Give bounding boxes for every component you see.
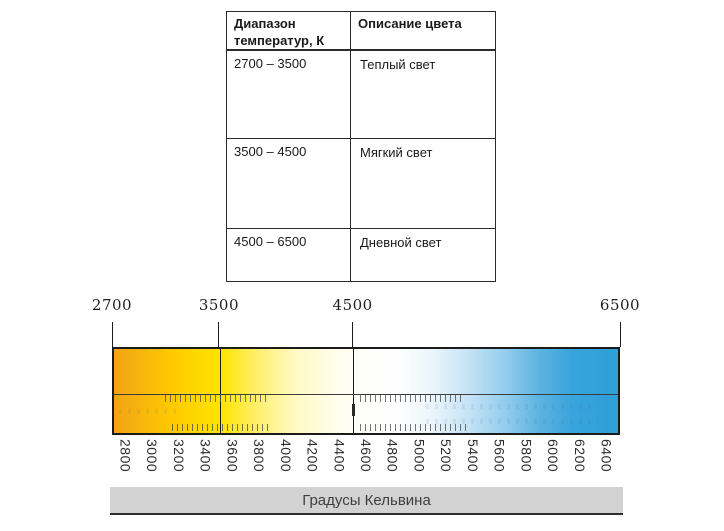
- axis-marker-tick-line: [352, 322, 354, 347]
- tick-marks: [359, 424, 466, 431]
- axis-tick-label: 5400: [464, 439, 481, 473]
- header-cell-temperature-range: Диапазон температур, К: [227, 12, 351, 49]
- color-description-cell: Мягкий свет: [360, 145, 433, 160]
- axis-tick-label: 3400: [197, 439, 214, 473]
- axis-tick-label: 5000: [411, 439, 428, 473]
- axis-marker-label: 3500: [198, 296, 240, 314]
- table-body: 2700 – 3500 Теплый свет 3500 – 4500 Мягк…: [227, 51, 495, 281]
- axis-marker-tick-line: [218, 322, 220, 347]
- axis-tick-label: 4000: [277, 439, 294, 473]
- axis-tick-label: 3600: [224, 439, 241, 473]
- axis-tick-label: 3000: [144, 439, 161, 473]
- color-description-cell: Дневной свет: [360, 235, 442, 250]
- temperature-range-cell: 2700 – 3500: [227, 51, 351, 138]
- faint-marks: [426, 419, 598, 424]
- axis-tick-label: 5800: [518, 439, 535, 473]
- axis-marker-label: 6500: [599, 296, 641, 314]
- tick-marks: [359, 395, 464, 402]
- axis-tick-label: 6000: [545, 439, 562, 473]
- guide-line: [220, 349, 222, 433]
- color-temperature-table: Диапазон температур, К Описание цвета 27…: [226, 11, 496, 282]
- axis-tick-label: 4200: [304, 439, 321, 473]
- kelvin-caption: Градусы Кельвина: [302, 491, 431, 509]
- axis-marker-label: 2700: [91, 296, 133, 314]
- temperature-range-cell: 4500 – 6500: [227, 229, 351, 281]
- axis-tick-label: 3800: [251, 439, 268, 473]
- table-row: 4500 – 6500 Дневной свет: [227, 229, 495, 281]
- table-row: 2700 – 3500 Теплый свет: [227, 51, 495, 139]
- axis-tick-label: 3200: [170, 439, 187, 473]
- axis-tick-label: 6400: [598, 439, 615, 473]
- tick-marks: [164, 395, 266, 402]
- top-axis-markers: 2700 3500 4500 6500: [92, 296, 640, 347]
- kelvin-caption-bar: Градусы Кельвина: [110, 487, 623, 515]
- guide-line: [352, 349, 354, 433]
- tick-marks: [171, 424, 271, 431]
- table-row: 3500 – 4500 Мягкий свет: [227, 139, 495, 229]
- axis-tick-label: 4400: [331, 439, 348, 473]
- axis-marker-tick-line: [111, 322, 113, 347]
- bar-middle-line: [114, 394, 618, 395]
- bottom-axis-labels: 2800 3000 3200 3400 3600 3800 4000: [112, 438, 620, 486]
- axis-tick-label: 4600: [358, 439, 374, 473]
- axis-tick-label: 2800: [117, 439, 134, 473]
- axis-tick-label: 4800: [384, 439, 401, 473]
- faint-marks: [119, 409, 180, 414]
- header-cell-color-description: Описание цвета: [358, 16, 462, 31]
- axis-tick-label: 5600: [491, 439, 508, 473]
- table-header-row: Диапазон температур, К Описание цвета: [227, 12, 495, 51]
- color-description-cell: Теплый свет: [360, 57, 436, 72]
- temperature-range-cell: 3500 – 4500: [227, 139, 351, 228]
- axis-tick-label: 5200: [438, 439, 455, 473]
- axis-marker-tick-line: [619, 322, 621, 347]
- gradient-bar: [112, 347, 620, 435]
- faint-marks: [426, 404, 598, 409]
- axis-marker-label: 4500: [332, 296, 373, 314]
- axis-tick-label: 6200: [571, 439, 588, 473]
- guide-line-blob: [351, 404, 355, 416]
